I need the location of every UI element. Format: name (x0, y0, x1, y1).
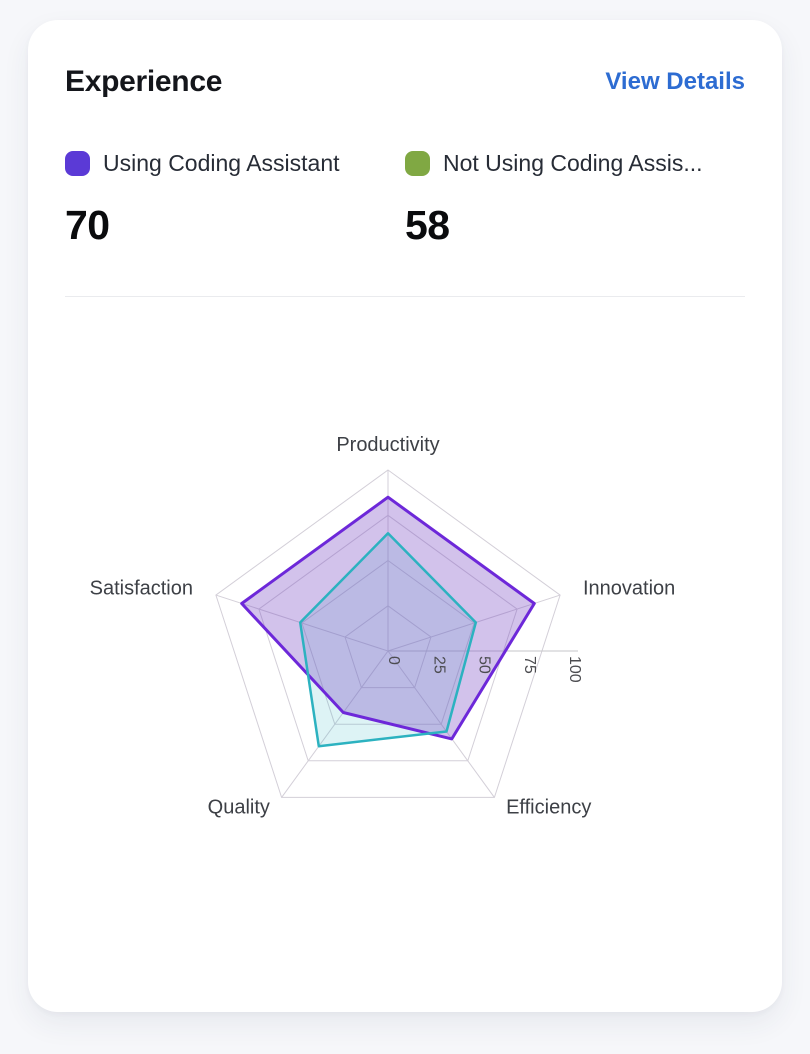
radar-series-outline-0[interactable] (240, 495, 536, 741)
legend-column-not-using: Not Using Coding Assis... 58 (405, 150, 745, 246)
legend-item-using[interactable]: Using Coding Assistant (65, 150, 405, 177)
legend: Using Coding Assistant 70 Not Using Codi… (65, 150, 745, 246)
radar-series-outline-1[interactable] (298, 532, 478, 748)
radar-grid-ring (344, 605, 432, 689)
legend-item-not-using[interactable]: Not Using Coding Assis... (405, 150, 745, 177)
radar-category-label-satisfaction: Satisfaction (90, 578, 193, 600)
legend-label-not-using: Not Using Coding Assis... (443, 150, 703, 176)
radar-tick-label: 0 (385, 656, 402, 665)
legend-column-using: Using Coding Assistant 70 (65, 150, 405, 246)
card-header: Experience View Details (65, 64, 745, 100)
radar-category-label-quality: Quality (208, 797, 270, 819)
radar-tick-label: 25 (430, 656, 447, 674)
legend-swatch-not-using (405, 151, 430, 176)
radar-category-label-efficiency: Efficiency (506, 797, 591, 819)
radar-grid-ring (258, 514, 518, 762)
experience-card: Experience View Details Using Coding Ass… (28, 20, 782, 1012)
chart-area: 0 25 50 75 100 Productivity Innovation Efficien… (65, 297, 745, 937)
legend-swatch-using (65, 151, 90, 176)
divider (65, 296, 745, 297)
radar-grid-ring (215, 469, 561, 798)
radar-tick-label: 100 (566, 656, 583, 683)
radar-category-label-productivity: Productivity (336, 434, 439, 456)
radar-series-fill-1[interactable] (300, 533, 476, 747)
legend-label-using: Using Coding Assistant (103, 150, 340, 176)
legend-value-using: 70 (65, 202, 110, 248)
radar-tick-label: 75 (521, 656, 538, 674)
radar-category-label-innovation: Innovation (583, 578, 675, 600)
radar-axis-spoke (281, 650, 389, 798)
legend-value-not-using: 58 (405, 202, 450, 248)
page-title: Experience (65, 65, 223, 98)
radar-axis-spoke (387, 650, 495, 798)
radar-tick-label: 50 (476, 656, 493, 674)
radar-chart[interactable]: 0 25 50 75 100 Productivity Innovation Efficien… (28, 402, 782, 922)
radar-axis-spoke (387, 594, 561, 652)
view-details-link[interactable]: View Details (605, 68, 745, 95)
